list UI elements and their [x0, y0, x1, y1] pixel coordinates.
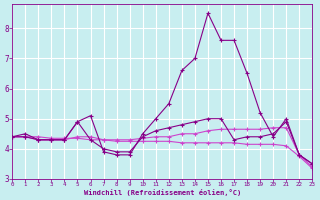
X-axis label: Windchill (Refroidissement éolien,°C): Windchill (Refroidissement éolien,°C)	[84, 189, 241, 196]
